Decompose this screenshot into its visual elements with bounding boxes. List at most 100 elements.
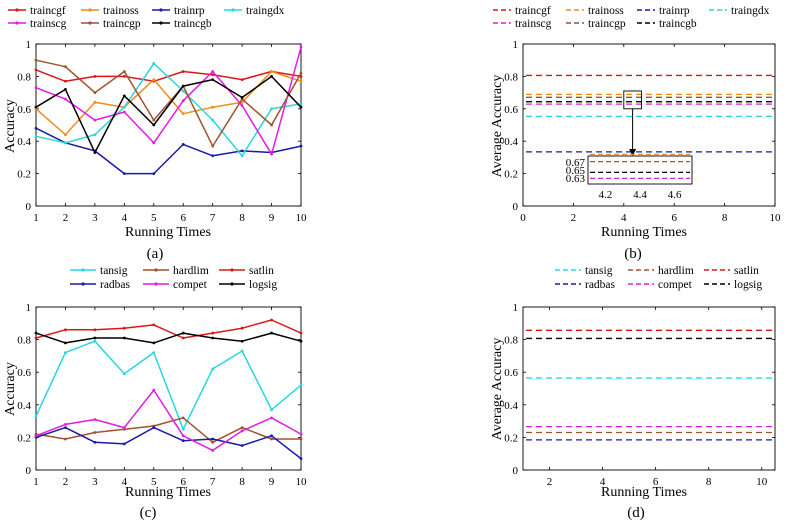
point-logsig	[181, 331, 185, 335]
point-traincgp	[299, 71, 303, 75]
point-traincgb	[122, 94, 126, 98]
y-tick-label: 0.2	[504, 432, 518, 444]
point-hardlim	[64, 437, 67, 441]
x-tick-label: 2	[63, 476, 69, 488]
y-tick-label: 0	[513, 201, 519, 213]
panel-label: (c)	[140, 505, 157, 521]
point-satlin	[270, 318, 273, 322]
series-line-trainscg	[35, 47, 302, 155]
point-tansig	[64, 351, 67, 355]
y-tick-label: 0.8	[17, 335, 31, 347]
legend-label-satlin: satlin	[734, 265, 759, 277]
inset-x-tick-label: 4.4	[633, 189, 647, 201]
inset-y-tick-label: 0.63	[566, 173, 586, 185]
point-compet	[34, 434, 38, 438]
x-axis-label: Running Times	[125, 225, 211, 240]
x-tick-label: 2	[571, 212, 577, 224]
y-tick-label: 0.8	[17, 71, 31, 83]
point-trainscg	[122, 110, 126, 114]
series-line-satlin	[35, 319, 302, 339]
x-tick-label: 8	[706, 476, 712, 488]
point-logsig	[122, 336, 126, 340]
point-hardlim	[211, 440, 215, 444]
point-radbas	[270, 434, 273, 438]
point-logsig	[299, 339, 303, 343]
x-tick-label: 6	[180, 212, 186, 224]
series-line-trainrp	[35, 127, 302, 175]
y-tick-label: 0.4	[17, 400, 31, 412]
point-logsig	[211, 336, 215, 340]
legend-marker-traincgb	[159, 21, 163, 25]
point-tansig	[122, 372, 126, 376]
point-trainscg	[270, 152, 273, 156]
panel-label: (b)	[624, 246, 642, 262]
point-compet	[270, 416, 273, 420]
point-traingdx	[93, 133, 97, 137]
y-tick-label: 0.8	[504, 335, 518, 347]
y-axis-label: Average Accuracy	[490, 338, 505, 441]
y-axis-label: Average Accuracy	[490, 75, 505, 178]
series-line-radbas	[35, 426, 302, 460]
point-logsig	[64, 341, 67, 345]
point-compet	[211, 449, 215, 452]
legend-marker-trainrp	[159, 8, 163, 12]
point-trainrp	[211, 154, 215, 158]
point-traincgb	[240, 96, 244, 99]
y-axis-label: Accuracy	[3, 362, 18, 416]
point-satlin	[299, 331, 303, 335]
point-trainoss	[64, 133, 67, 137]
x-tick-label: 8	[722, 212, 728, 224]
y-tick-label: 0.6	[17, 104, 31, 116]
point-traincgb	[93, 151, 97, 154]
point-traincgf	[181, 70, 185, 73]
series-line-logsig	[35, 332, 302, 344]
point-trainrp	[34, 126, 38, 130]
point-tansig	[240, 349, 244, 353]
chart-panel-4: 0 0.2 0.4 0.6 0.8 1 2 4 6 8 10 Running Times Average…	[490, 265, 776, 521]
x-tick-label: 5	[151, 212, 157, 224]
legend-label-traingdx: traingdx	[246, 5, 285, 17]
point-trainscg	[152, 141, 156, 145]
legend-label-compet: compet	[658, 279, 693, 291]
point-compet	[240, 429, 244, 433]
point-traincgb	[270, 75, 273, 78]
series-line-traincgp	[35, 59, 302, 147]
x-tick-label: 10	[756, 476, 768, 488]
point-tansig	[152, 351, 156, 355]
point-traingdx	[240, 154, 244, 158]
legend-label-tansig: tansig	[585, 265, 613, 277]
point-traincgp	[122, 70, 126, 73]
legend-label-traincgb: traincgb	[659, 18, 697, 30]
point-tansig	[181, 427, 185, 431]
x-tick-label: 4	[621, 212, 627, 224]
legend-label-trainscg: trainscg	[515, 18, 552, 30]
point-traingdx	[122, 105, 126, 109]
point-trainoss	[152, 78, 156, 82]
y-tick-label: 0.2	[17, 169, 31, 181]
legend-label-traincgp: traincgp	[588, 18, 626, 30]
series-line-traingdx	[35, 62, 302, 157]
point-traincgp	[270, 123, 273, 127]
legend-label-trainscg: trainscg	[30, 18, 67, 30]
legend-label-satlin: satlin	[249, 265, 274, 277]
legend-label-logsig: logsig	[249, 279, 277, 291]
chart-panel-3: 0 0.2 0.4 0.6 0.8 1 1 2 3 4 5 6 7 8 9 10 Running Times Ac…	[3, 265, 307, 521]
point-traingdx	[64, 141, 67, 145]
legend-label-trainrp: trainrp	[659, 5, 690, 17]
axes-frame	[35, 306, 302, 471]
point-traincgp	[152, 118, 156, 122]
point-trainscg	[299, 45, 303, 49]
x-tick-label: 9	[269, 476, 275, 488]
point-satlin	[240, 326, 244, 330]
legend-label-traincgp: traincgp	[103, 18, 141, 30]
point-tansig	[299, 383, 303, 387]
point-trainrp	[152, 172, 156, 176]
legend-marker-trainoss	[88, 8, 92, 12]
point-radbas	[152, 426, 156, 430]
x-tick-label: 3	[92, 476, 98, 488]
point-traincgb	[152, 123, 156, 127]
series-line-compet	[35, 389, 302, 452]
x-tick-label: 7	[210, 476, 216, 488]
point-trainoss	[93, 100, 97, 104]
